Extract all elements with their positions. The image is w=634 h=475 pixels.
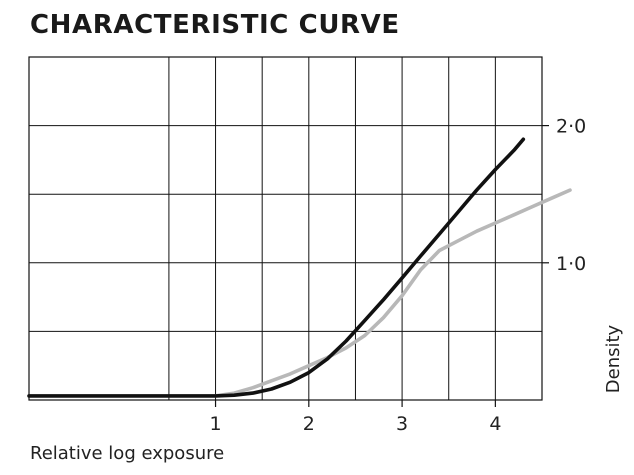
chart-title: CHARACTERISTIC CURVE — [30, 10, 400, 40]
y-tick-label-1: 2·0 — [556, 116, 586, 138]
y-axis-label: Density — [603, 324, 624, 393]
series-line-0 — [27, 137, 526, 398]
grid-lines — [29, 56, 542, 400]
series-lines — [27, 137, 572, 398]
x-tick-label-2: 3 — [396, 413, 408, 435]
x-tick-label-1: 2 — [303, 413, 315, 435]
y-tick-label-0: 1·0 — [556, 253, 586, 275]
x-tick-label-3: 4 — [489, 413, 501, 435]
plot-frame — [28, 56, 543, 401]
x-tick-label-0: 1 — [209, 413, 221, 435]
series-line-1 — [213, 188, 572, 398]
x-axis-label: Relative log exposure — [30, 443, 224, 464]
axis-ticks: 1 2 3 4 1·0 2·0 — [209, 116, 586, 435]
